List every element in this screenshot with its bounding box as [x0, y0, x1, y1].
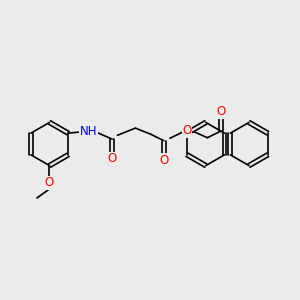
Text: NH: NH	[80, 125, 97, 138]
Text: O: O	[216, 105, 226, 118]
Text: O: O	[108, 152, 117, 165]
Text: O: O	[159, 154, 169, 167]
Text: O: O	[45, 176, 54, 190]
Text: O: O	[182, 124, 192, 137]
